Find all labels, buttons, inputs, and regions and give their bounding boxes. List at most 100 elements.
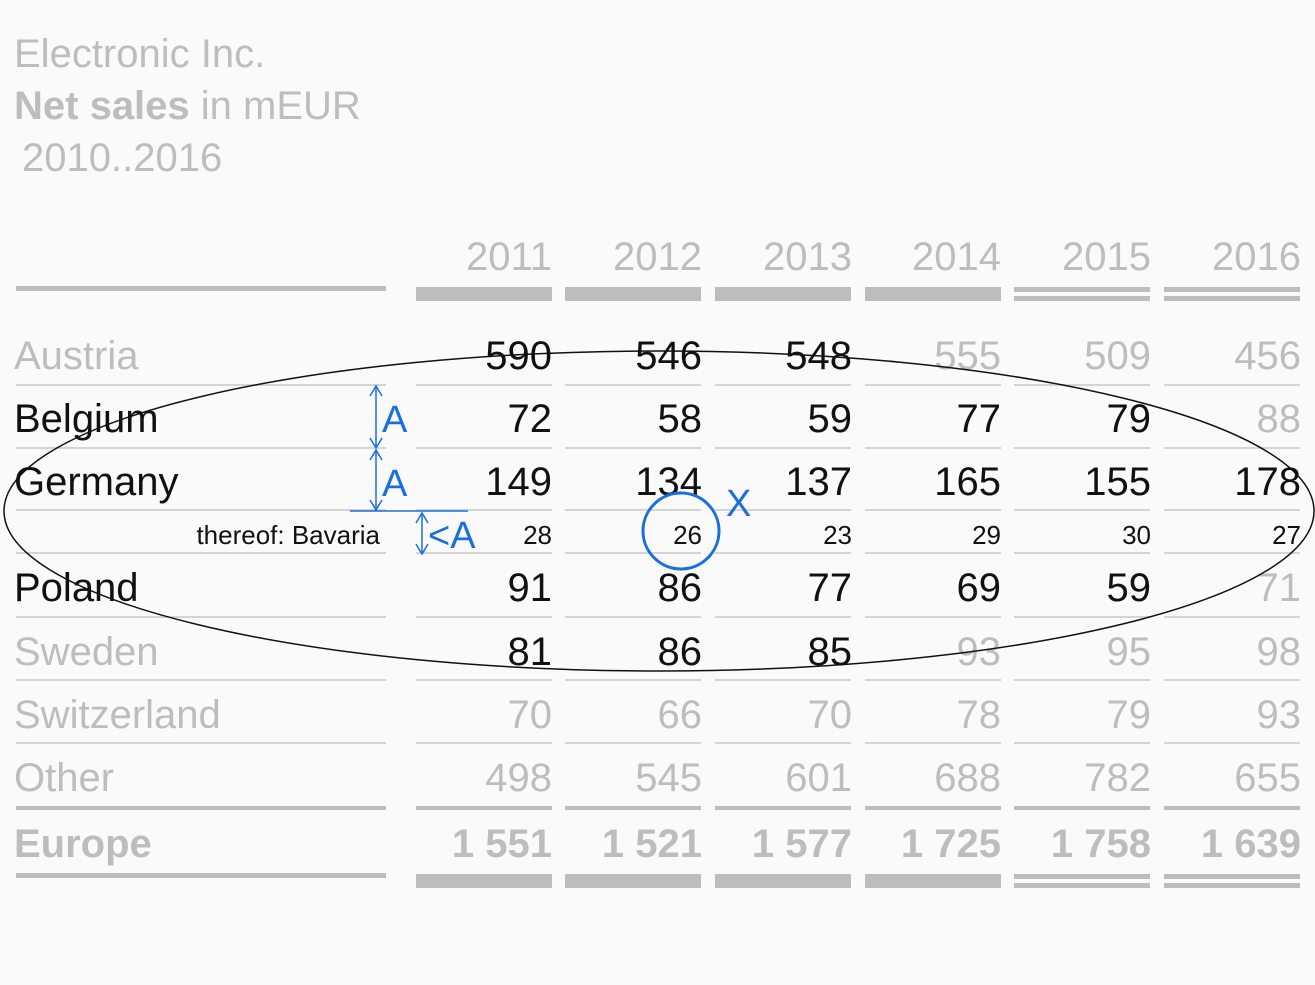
row-label: Germany [14,460,179,504]
row-separator [715,509,851,511]
row-separator [715,742,851,744]
row-separator [16,616,386,618]
table-cell: 98 [1256,630,1302,674]
subrow-value: 30 [1122,520,1151,550]
chart-title-block: Electronic Inc. Net sales in mEUR 2010..… [14,28,361,184]
measure-line: Net sales in mEUR [14,80,361,132]
table-cell: 95 [1106,630,1152,674]
row-separator [1014,679,1150,681]
table-cell: 548 [785,334,852,378]
row-separator [715,447,851,449]
row-separator [865,616,1001,618]
year-header: 2016 [1212,235,1301,279]
subrow-label: thereof: Bavaria [196,520,380,550]
row-separator [16,806,386,810]
row-separator [565,509,701,511]
row-separator [715,806,851,810]
subrow-value: 29 [972,520,1001,550]
row-separator [1164,552,1300,554]
bottom-rule-plan [1164,874,1300,879]
total-value: 1 725 [900,822,1001,866]
table-cell: 601 [785,756,852,800]
total-value: 1 758 [1050,822,1151,866]
year-header: 2012 [613,235,702,279]
row-separator [416,616,552,618]
table-cell: 86 [657,630,703,674]
row-label: Austria [14,334,139,378]
table-cell: 70 [507,693,553,737]
bottom-rule-label [16,873,386,878]
row-separator [1014,384,1150,386]
subrow-value: 26 [673,520,702,550]
table-cell: 59 [807,397,853,441]
row-separator [16,384,386,386]
table-cell: 88 [1256,397,1302,441]
row-separator [1014,509,1150,511]
total-value: 1 551 [451,822,552,866]
row-separator [565,806,701,810]
bottom-rule-actual [565,874,701,888]
row-separator [1164,742,1300,744]
row-separator [865,742,1001,744]
table-cell: 86 [657,566,703,610]
header-rule-actual [416,287,552,301]
row-separator [565,679,701,681]
table-cell: 178 [1234,460,1301,504]
row-separator [1014,447,1150,449]
row-separator [565,616,701,618]
row-separator [1164,806,1300,810]
row-separator [1164,384,1300,386]
row-separator [416,509,552,511]
row-separator [865,679,1001,681]
row-separator [416,552,552,554]
row-separator [715,616,851,618]
total-label: Europe [14,822,152,866]
total-value: 1 639 [1200,822,1301,866]
total-value: 1 577 [751,822,852,866]
table-cell: 79 [1106,693,1152,737]
row-separator [865,509,1001,511]
header-rule-actual [715,287,851,301]
row-separator [865,806,1001,810]
table-cell: 655 [1234,756,1301,800]
subrow-value: 23 [823,520,852,550]
table-cell: 155 [1084,460,1151,504]
subrow-value: 28 [523,520,552,550]
row-separator [1014,552,1150,554]
row-separator [1164,616,1300,618]
header-rule-plan [1164,296,1300,301]
table-cell: 79 [1106,397,1152,441]
subrow-value: 27 [1272,520,1301,550]
row-separator [565,552,701,554]
row-label: Other [14,756,115,800]
table-cell: 137 [785,460,852,504]
table-cell: 93 [1256,693,1302,737]
row-separator [416,806,552,810]
table-cell: 70 [807,693,853,737]
table-cell: 77 [956,397,1002,441]
bottom-rule-actual [715,874,851,888]
header-rule-label [16,286,386,291]
table-cell: 165 [934,460,1001,504]
row-separator [416,384,552,386]
row-separator [16,509,386,511]
row-separator [715,552,851,554]
row-separator [16,552,386,554]
table-cell: 590 [485,334,552,378]
company-name: Electronic Inc. [14,32,266,76]
row-separator [865,384,1001,386]
table-cell: 72 [507,397,553,441]
bottom-rule-plan [1164,883,1300,888]
table-cell: 81 [507,630,553,674]
table-cell: 498 [485,756,552,800]
bottom-rule-plan [1014,883,1150,888]
table-cell: 91 [507,566,553,610]
measure-unit: in mEUR [189,84,361,128]
row-separator [715,679,851,681]
row-label: Switzerland [14,693,221,737]
row-separator [16,679,386,681]
measure-name: Net sales [14,84,190,128]
header-rule-plan [1164,287,1300,292]
row-separator [865,447,1001,449]
total-value: 1 521 [601,822,702,866]
